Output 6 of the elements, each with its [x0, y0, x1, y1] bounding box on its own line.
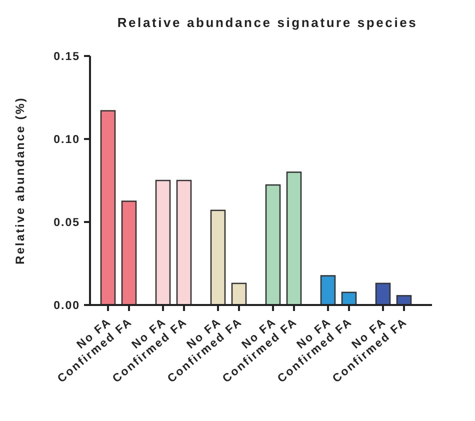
text: 0.00 — [54, 300, 80, 312]
y-axis-title: Relative abundance (%) — [13, 96, 27, 264]
y-tick-label: 0.05 — [54, 217, 80, 230]
y-tick-label: 0.10 — [54, 134, 80, 146]
y-tick-label: 0.15 — [54, 51, 80, 64]
chart-title: Relative abundance signature species — [117, 15, 418, 30]
